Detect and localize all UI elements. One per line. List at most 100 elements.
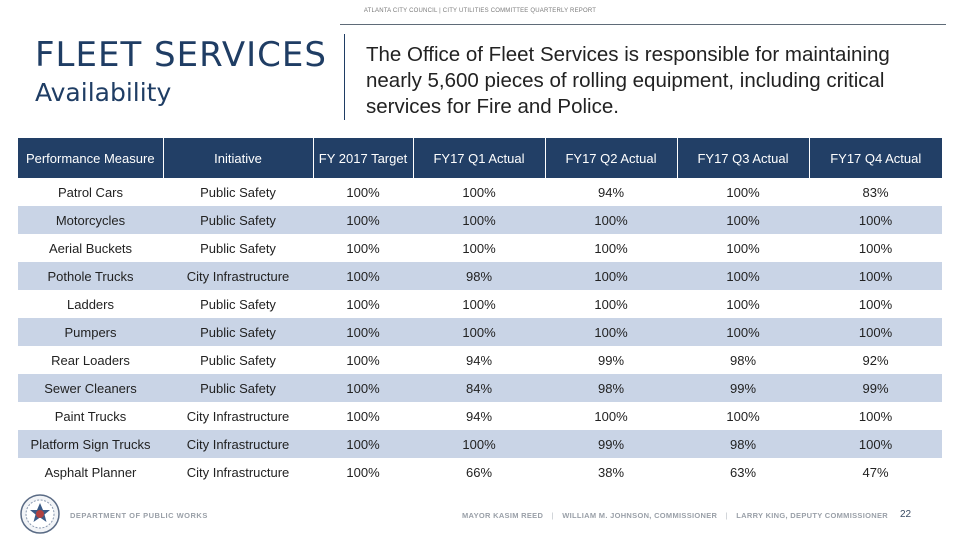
- value-cell: 100%: [413, 178, 545, 206]
- column-header: FY17 Q4 Actual: [809, 138, 942, 178]
- footer-separator: |: [725, 511, 728, 520]
- value-cell: 100%: [677, 402, 809, 430]
- measure-cell: Patrol Cars: [18, 178, 163, 206]
- value-cell: 92%: [809, 346, 942, 374]
- value-cell: 100%: [313, 402, 413, 430]
- value-cell: 100%: [545, 402, 677, 430]
- initiative-cell: City Infrastructure: [163, 402, 313, 430]
- value-cell: 100%: [313, 262, 413, 290]
- initiative-cell: Public Safety: [163, 178, 313, 206]
- value-cell: 100%: [677, 318, 809, 346]
- initiative-cell: Public Safety: [163, 346, 313, 374]
- value-cell: 100%: [545, 318, 677, 346]
- measure-cell: Pumpers: [18, 318, 163, 346]
- value-cell: 100%: [677, 206, 809, 234]
- value-cell: 98%: [677, 430, 809, 458]
- city-seal-icon: [20, 494, 60, 534]
- table-row: Motorcycles Public Safety 100% 100% 100% 100%…: [18, 206, 942, 234]
- measure-cell: Rear Loaders: [18, 346, 163, 374]
- table-row: Paint Trucks City Infrastructure 100% 94% 10…: [18, 402, 942, 430]
- value-cell: 100%: [313, 458, 413, 486]
- footer-officials: MAYOR KASIM REED | WILLIAM M. JOHNSON, C…: [462, 511, 888, 520]
- initiative-cell: Public Safety: [163, 318, 313, 346]
- initiative-cell: City Infrastructure: [163, 430, 313, 458]
- value-cell: 100%: [677, 178, 809, 206]
- department-name: DEPARTMENT OF PUBLIC WORKS: [70, 511, 208, 520]
- value-cell: 100%: [677, 262, 809, 290]
- initiative-cell: City Infrastructure: [163, 262, 313, 290]
- measure-cell: Motorcycles: [18, 206, 163, 234]
- vertical-divider: [344, 34, 345, 120]
- table-row: Aerial Buckets Public Safety 100% 100% 100% 1…: [18, 234, 942, 262]
- value-cell: 99%: [545, 346, 677, 374]
- value-cell: 66%: [413, 458, 545, 486]
- measure-cell: Pothole Trucks: [18, 262, 163, 290]
- mayor-name: MAYOR KASIM REED: [462, 511, 544, 520]
- value-cell: 100%: [677, 290, 809, 318]
- measure-cell: Paint Trucks: [18, 402, 163, 430]
- column-header: FY17 Q1 Actual: [413, 138, 546, 178]
- value-cell: 100%: [313, 346, 413, 374]
- initiative-cell: Public Safety: [163, 290, 313, 318]
- value-cell: 100%: [413, 318, 545, 346]
- page-number: 22: [900, 509, 912, 520]
- deputy-name: LARRY KING, DEPUTY COMMISSIONER: [736, 511, 888, 520]
- initiative-cell: Public Safety: [163, 234, 313, 262]
- value-cell: 100%: [809, 318, 942, 346]
- value-cell: 100%: [313, 178, 413, 206]
- table-row: Ladders Public Safety 100% 100% 100% 100% 100%: [18, 290, 942, 318]
- value-cell: 100%: [313, 430, 413, 458]
- value-cell: 99%: [677, 374, 809, 402]
- page-subtitle: Availability: [35, 78, 172, 107]
- value-cell: 100%: [313, 234, 413, 262]
- value-cell: 100%: [809, 290, 942, 318]
- measure-cell: Sewer Cleaners: [18, 374, 163, 402]
- value-cell: 94%: [413, 346, 545, 374]
- value-cell: 100%: [413, 430, 545, 458]
- value-cell: 94%: [413, 402, 545, 430]
- footer-separator: |: [551, 511, 554, 520]
- value-cell: 100%: [313, 290, 413, 318]
- value-cell: 63%: [677, 458, 809, 486]
- value-cell: 98%: [677, 346, 809, 374]
- value-cell: 100%: [809, 206, 942, 234]
- value-cell: 83%: [809, 178, 942, 206]
- value-cell: 100%: [809, 402, 942, 430]
- top-divider: [340, 24, 946, 25]
- value-cell: 100%: [545, 234, 677, 262]
- measure-cell: Aerial Buckets: [18, 234, 163, 262]
- value-cell: 100%: [545, 290, 677, 318]
- page-title: FLEET SERVICES: [35, 35, 327, 75]
- measure-cell: Asphalt Planner: [18, 458, 163, 486]
- value-cell: 84%: [413, 374, 545, 402]
- value-cell: 100%: [413, 206, 545, 234]
- value-cell: 100%: [413, 290, 545, 318]
- table-row: Patrol Cars Public Safety 100% 100% 94% 100% 8…: [18, 178, 942, 206]
- initiative-cell: Public Safety: [163, 206, 313, 234]
- value-cell: 100%: [313, 206, 413, 234]
- intro-paragraph: The Office of Fleet Services is responsi…: [366, 43, 890, 118]
- value-cell: 100%: [313, 374, 413, 402]
- column-header: Performance Measure: [18, 138, 164, 178]
- report-caption: ATLANTA CITY COUNCIL | CITY UTILITIES CO…: [363, 8, 597, 14]
- table-row: Sewer Cleaners Public Safety 100% 84% 98% 99%…: [18, 374, 942, 402]
- table-row: Rear Loaders Public Safety 100% 94% 99% 98% 92…: [18, 346, 942, 374]
- measure-cell: Platform Sign Trucks: [18, 430, 163, 458]
- value-cell: 98%: [413, 262, 545, 290]
- table-row: Pumpers Public Safety 100% 100% 100% 100% 100%: [18, 318, 942, 346]
- value-cell: 98%: [545, 374, 677, 402]
- table-row: Pothole Trucks City Infrastructure 100% 98%…: [18, 262, 942, 290]
- initiative-cell: Public Safety: [163, 374, 313, 402]
- table-row: Platform Sign Trucks City Infrastructure 1…: [18, 430, 942, 458]
- value-cell: 47%: [809, 458, 942, 486]
- commissioner-name: WILLIAM M. JOHNSON, COMMISSIONER: [562, 511, 718, 520]
- value-cell: 100%: [809, 262, 942, 290]
- measure-cell: Ladders: [18, 290, 163, 318]
- value-cell: 99%: [545, 430, 677, 458]
- column-header: Initiative: [163, 138, 314, 178]
- column-header: FY17 Q3 Actual: [677, 138, 810, 178]
- value-cell: 94%: [545, 178, 677, 206]
- value-cell: 99%: [809, 374, 942, 402]
- value-cell: 100%: [545, 206, 677, 234]
- value-cell: 100%: [809, 430, 942, 458]
